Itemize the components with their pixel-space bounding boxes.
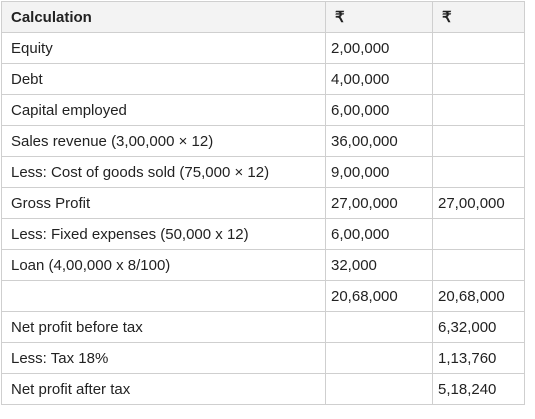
amount-cell: 32,000 [325,249,433,281]
amount-cell: 6,00,000 [325,218,433,250]
row-label-cell: Loan (4,00,000 x 8/100) [1,249,326,281]
amount-cell: 4,00,000 [325,63,433,95]
row-label-cell: Net profit after tax [1,373,326,405]
amount-cell: 2,00,000 [325,32,433,64]
amount-cell: 36,00,000 [325,125,433,157]
row-label-cell: Capital employed [1,94,326,126]
table-header-row: Calculation ₹ ₹ [1,1,525,33]
table-body: Calculation ₹ ₹ Equity 2,00,000 Debt 4,00,0… [1,1,525,405]
amount-cell [325,342,433,374]
amount-cell: 6,32,000 [432,311,525,343]
amount-cell [432,218,525,250]
amount-cell [432,125,525,157]
table-row: Gross Profit 27,00,000 27,00,000 [1,187,525,219]
header-calculation: Calculation [1,1,326,33]
amount-cell [325,311,433,343]
amount-cell [325,373,433,405]
table-row: Less: Cost of goods sold (75,000 × 12) 9,… [1,156,525,188]
amount-cell: 20,68,000 [325,280,433,312]
amount-cell [432,156,525,188]
amount-cell: 20,68,000 [432,280,525,312]
amount-cell: 6,00,000 [325,94,433,126]
calculation-table: Calculation ₹ ₹ Equity 2,00,000 Debt 4,00,0… [1,1,525,405]
amount-cell: 1,13,760 [432,342,525,374]
amount-cell [432,63,525,95]
table-row: 20,68,000 20,68,000 [1,280,525,312]
amount-cell: 5,18,240 [432,373,525,405]
row-label-cell: Less: Fixed expenses (50,000 x 12) [1,218,326,250]
row-label-cell: Less: Cost of goods sold (75,000 × 12) [1,156,326,188]
amount-cell: 27,00,000 [432,187,525,219]
table-row: Less: Fixed expenses (50,000 x 12) 6,00,0… [1,218,525,250]
table-row: Equity 2,00,000 [1,32,525,64]
table-row: Capital employed 6,00,000 [1,94,525,126]
amount-cell: 9,00,000 [325,156,433,188]
amount-cell [432,94,525,126]
row-label-cell: Sales revenue (3,00,000 × 12) [1,125,326,157]
row-label-cell: Gross Profit [1,187,326,219]
amount-cell [432,249,525,281]
amount-cell [432,32,525,64]
table-row: Less: Tax 18% 1,13,760 [1,342,525,374]
row-label-cell [1,280,326,312]
table-row: Loan (4,00,000 x 8/100) 32,000 [1,249,525,281]
table-row: Debt 4,00,000 [1,63,525,95]
row-label-cell: Net profit before tax [1,311,326,343]
header-rupee-col-1: ₹ [325,1,433,33]
table-row: Net profit after tax 5,18,240 [1,373,525,405]
row-label-cell: Equity [1,32,326,64]
header-rupee-col-2: ₹ [432,1,525,33]
row-label-cell: Less: Tax 18% [1,342,326,374]
amount-cell: 27,00,000 [325,187,433,219]
table-row: Sales revenue (3,00,000 × 12) 36,00,000 [1,125,525,157]
row-label-cell: Debt [1,63,326,95]
table-row: Net profit before tax 6,32,000 [1,311,525,343]
